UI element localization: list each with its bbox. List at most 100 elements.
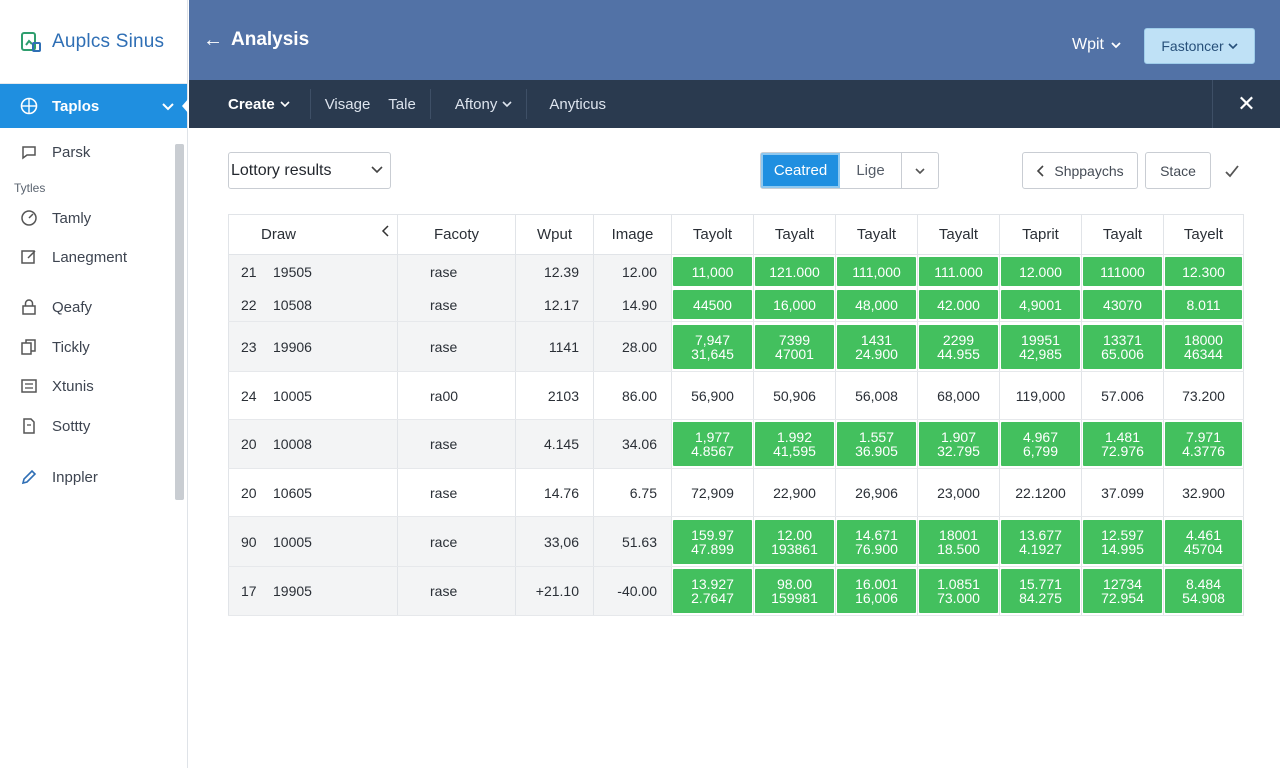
value-cell[interactable]: 119,000 [999,371,1082,420]
value-cell[interactable]: 43070 [1081,288,1164,322]
value-cell[interactable]: 22.1200 [999,468,1082,517]
column-header-tayelt[interactable]: Tayelt [1163,214,1244,255]
table-row[interactable]: 24 10005 ra00 2103 86.00 56,900 50,906 56,008 68… [228,371,1244,420]
brand[interactable]: Auplcs Sinus [0,0,187,84]
value-cell[interactable]: 4.967 6,799 [999,419,1082,469]
value-cell[interactable]: 111.000 [917,254,1000,288]
view-toggle-lige[interactable]: Lige [840,153,902,188]
chevron-down-icon[interactable] [161,99,175,113]
tab-aftony[interactable]: Aftony [431,80,527,128]
value-cell[interactable]: 68,000 [917,371,1000,420]
column-header-image[interactable]: Image [593,214,672,255]
column-header-tayolt[interactable]: Tayolt [671,214,754,255]
view-toggle-dropdown[interactable] [902,153,938,188]
column-header-wput[interactable]: Wput [515,214,594,255]
table-row[interactable]: 20 10605 rase 14.76 6.75 72,909 22,900 26,906 23… [228,468,1244,517]
value-cell[interactable]: 37.099 [1081,468,1164,517]
column-header-draw[interactable]: Draw [228,214,398,255]
sidebar-item-sottty[interactable]: Sottty [20,417,90,435]
column-header-factor[interactable]: Facoty [397,214,516,255]
value-cell[interactable]: 12.00 193861 [753,516,836,567]
scrollbar-thumb[interactable] [175,144,184,500]
value-cell[interactable]: 11,000 [671,254,754,288]
value-cell[interactable]: 4.461 45704 [1163,516,1244,567]
back-arrow-icon[interactable]: ← [203,28,223,51]
value-cell[interactable]: 19951 42,985 [999,321,1082,372]
value-cell[interactable]: 18001 18.500 [917,516,1000,567]
tab-anyticus[interactable]: Anyticus [527,80,620,128]
table-row[interactable]: 21 19505 rase 12.39 12.00 11,000 121.000 111,00… [228,254,1244,288]
snapshots-button[interactable]: Shppaychs [1022,152,1138,189]
stace-button[interactable]: Stace [1145,152,1211,189]
value-cell[interactable]: 15.771 84.275 [999,566,1082,616]
value-cell[interactable]: 1.0851 73.000 [917,566,1000,616]
value-cell[interactable]: 1.557 36.905 [835,419,918,469]
value-cell[interactable]: 18000 46344 [1163,321,1244,372]
column-header-tayalt[interactable]: Tayalt [835,214,918,255]
value-cell[interactable]: 111,000 [835,254,918,288]
value-cell[interactable]: 13.677 4.1927 [999,516,1082,567]
value-cell[interactable]: 56,008 [835,371,918,420]
value-cell[interactable]: 14.671 76.900 [835,516,918,567]
value-cell[interactable]: 7,947 31,645 [671,321,754,372]
value-cell[interactable]: 12734 72.954 [1081,566,1164,616]
fastoncer-button[interactable]: Fastoncer [1144,28,1255,64]
dataset-select[interactable]: Lottory results [228,152,391,189]
sidebar-item-lanegment[interactable]: Lanegment [20,248,127,266]
table-row[interactable]: 22 10508 rase 12.17 14.90 44500 16,000 48,000 42… [228,288,1244,322]
value-cell[interactable]: 7.971 4.3776 [1163,419,1244,469]
value-cell[interactable]: 111000 [1081,254,1164,288]
sidebar-item-qeafy[interactable]: Qeafy [20,298,92,316]
value-cell[interactable]: 159.97 47.899 [671,516,754,567]
table-row[interactable]: 20 10008 rase 4.145 34.06 1,977 4.8567 1.992 41,… [228,419,1244,469]
value-cell[interactable]: 57.006 [1081,371,1164,420]
sidebar-item-xtunis[interactable]: Xtunis [20,377,94,395]
column-header-tayalt[interactable]: Tayalt [753,214,836,255]
value-cell[interactable]: 121.000 [753,254,836,288]
tab-tale[interactable]: Tale [384,80,430,128]
value-cell[interactable]: 32.900 [1163,468,1244,517]
column-header-tayalt[interactable]: Tayalt [1081,214,1164,255]
value-cell[interactable]: 42.000 [917,288,1000,322]
value-cell[interactable]: 12.597 14.995 [1081,516,1164,567]
value-cell[interactable]: 48,000 [835,288,918,322]
table-row[interactable]: 23 19906 rase 1141 28.00 7,947 31,645 7399 47001… [228,321,1244,372]
sidebar-item-tickly[interactable]: Tickly [20,338,90,356]
table-row[interactable]: 90 10005 race 33,06 51.63 159.97 47.899 12.00 19… [228,516,1244,567]
column-header-taprit[interactable]: Taprit [999,214,1082,255]
value-cell[interactable]: 26,906 [835,468,918,517]
value-cell[interactable]: 12.000 [999,254,1082,288]
check-icon[interactable] [1218,152,1246,189]
value-cell[interactable]: 8.011 [1163,288,1244,322]
value-cell[interactable]: 98.00 159981 [753,566,836,616]
value-cell[interactable]: 16,000 [753,288,836,322]
sidebar-item-taplos[interactable]: Taplos [0,84,189,128]
chevron-left-icon[interactable] [381,225,391,237]
value-cell[interactable]: 13.927 2.7647 [671,566,754,616]
view-toggle-centered[interactable]: Ceatred [761,153,840,188]
tab-visage[interactable]: Visage [311,80,385,128]
table-row[interactable]: 17 19905 rase +21.10 -40.00 13.927 2.7647 98.00… [228,566,1244,616]
value-cell[interactable]: 16.001 16,006 [835,566,918,616]
tab-create[interactable]: Create [189,80,310,128]
value-cell[interactable]: 1.907 32.795 [917,419,1000,469]
sidebar-item-inppler[interactable]: Inppler [20,468,98,486]
value-cell[interactable]: 8.484 54.908 [1163,566,1244,616]
value-cell[interactable]: 22,900 [753,468,836,517]
value-cell[interactable]: 44500 [671,288,754,322]
value-cell[interactable]: 56,900 [671,371,754,420]
value-cell[interactable]: 12.300 [1163,254,1244,288]
value-cell[interactable]: 4,9001 [999,288,1082,322]
value-cell[interactable]: 2299 44.955 [917,321,1000,372]
value-cell[interactable]: 1431 24.900 [835,321,918,372]
sidebar-item-tamly[interactable]: Tamly [20,209,91,227]
value-cell[interactable]: 7399 47001 [753,321,836,372]
close-icon[interactable]: ✕ [1212,80,1280,128]
value-cell[interactable]: 23,000 [917,468,1000,517]
sidebar-item-parsk[interactable]: Parsk [20,143,90,161]
column-header-tayalt[interactable]: Tayalt [917,214,1000,255]
value-cell[interactable]: 73.200 [1163,371,1244,420]
value-cell[interactable]: 72,909 [671,468,754,517]
value-cell[interactable]: 1,977 4.8567 [671,419,754,469]
value-cell[interactable]: 1.481 72.976 [1081,419,1164,469]
